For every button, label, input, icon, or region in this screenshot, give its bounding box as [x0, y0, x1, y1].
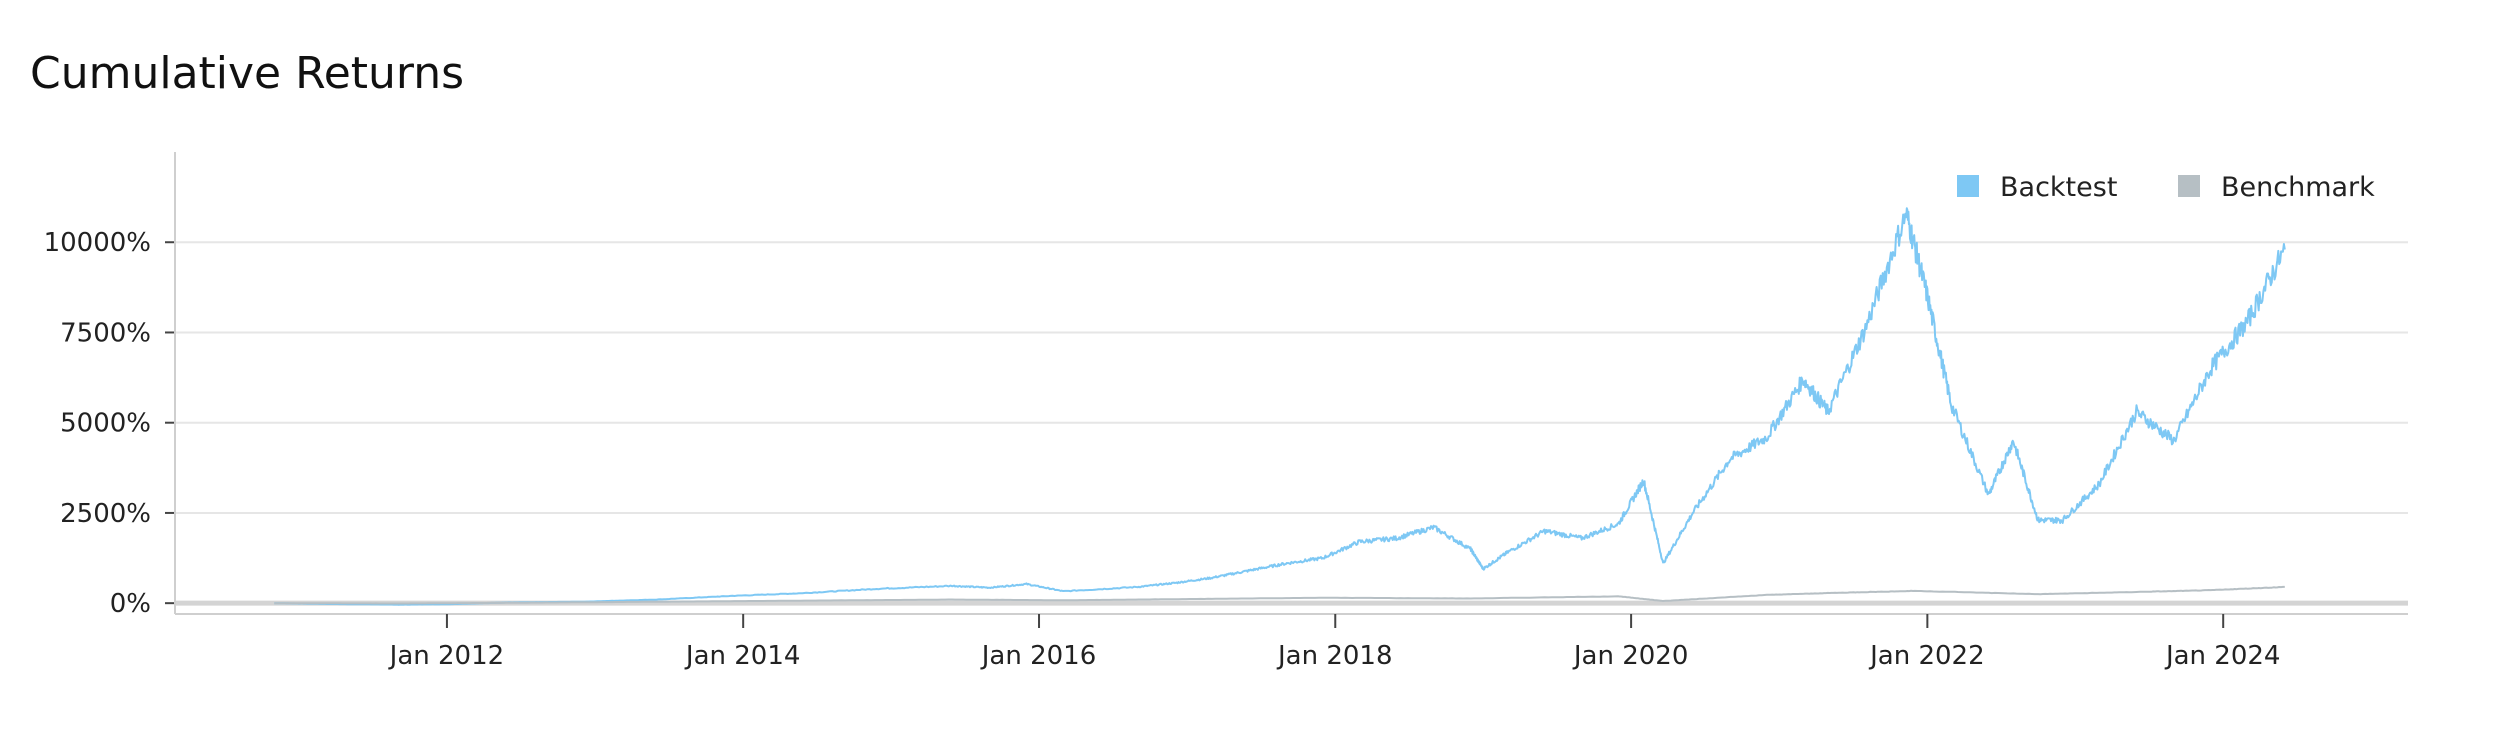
- series-lines: [274, 207, 2286, 606]
- y-tick-label: 5000%: [60, 409, 151, 439]
- legend-label-benchmark: Benchmark: [2221, 172, 2375, 203]
- chart-title: Cumulative Returns: [30, 48, 465, 99]
- x-tick-label: Jan 2012: [388, 641, 505, 671]
- series-line-backtest: [274, 207, 2286, 606]
- y-tick-label: 10000%: [44, 228, 151, 258]
- x-tick-label: Jan 2018: [1276, 641, 1393, 671]
- x-tick-label: Jan 2024: [2164, 641, 2281, 671]
- legend: Backtest Benchmark: [1957, 172, 2375, 203]
- grid-lines: [175, 241, 2408, 606]
- y-tick-label: 7500%: [60, 318, 151, 348]
- x-tick-label: Jan 2020: [1572, 641, 1689, 671]
- x-tick-label: Jan 2016: [980, 641, 1097, 671]
- y-tick-label: 0%: [110, 589, 151, 619]
- legend-label-backtest: Backtest: [2000, 172, 2117, 203]
- legend-swatch-backtest: [1957, 175, 1979, 197]
- x-tick-label: Jan 2022: [1868, 641, 1985, 671]
- y-tick-label: 2500%: [60, 499, 151, 529]
- legend-swatch-benchmark: [2178, 175, 2200, 197]
- axes: 0% 2500% 5000% 7500% 10000% Jan 2012 Jan 2014 J…: [44, 152, 2408, 671]
- series-line-benchmark: [274, 585, 2285, 605]
- x-tick-label: Jan 2014: [684, 641, 801, 671]
